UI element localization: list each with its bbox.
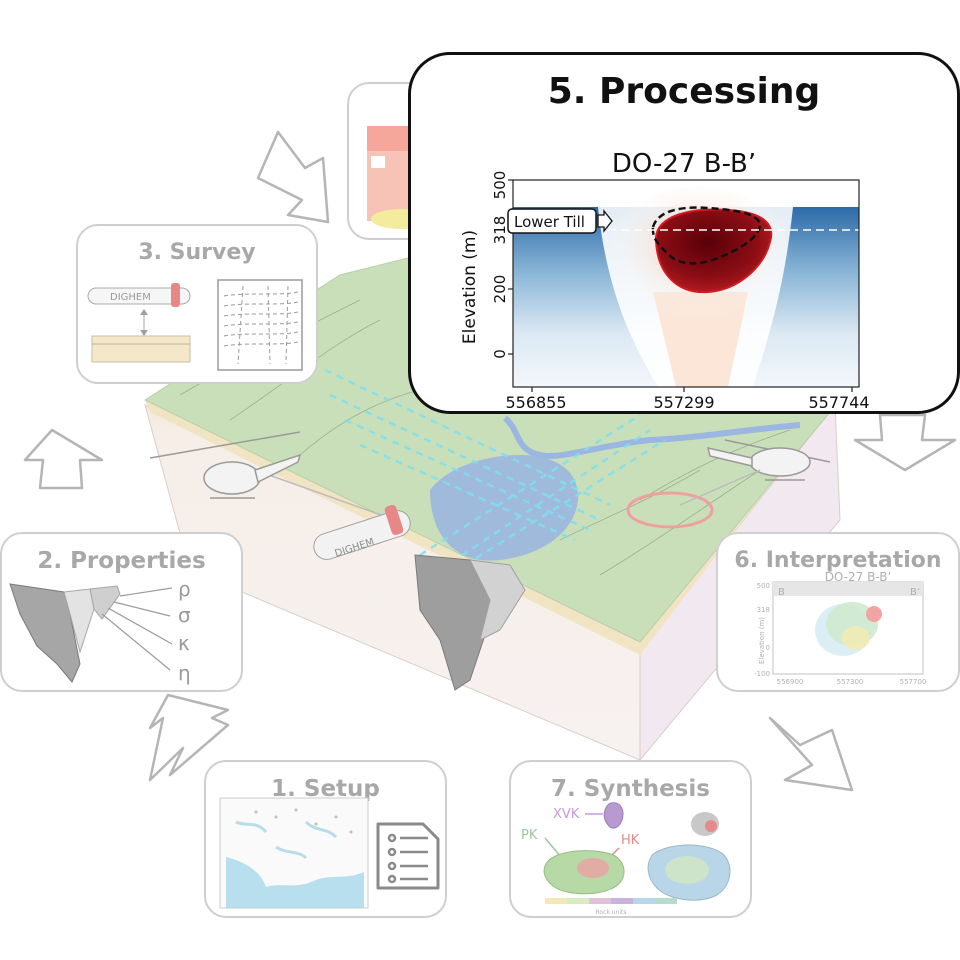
interp-ytick-minus100: -100 [754,670,770,678]
step-processing-card[interactable]: 5. Processing DO-27 [408,52,960,414]
processing-chart-title: DO-27 B-B’ [612,149,756,179]
interp-unit-yellow [842,626,870,650]
step-setup-card[interactable]: 1. Setup [204,760,447,918]
processing-plot-area [513,180,859,387]
interp-xtick-556900: 556900 [777,678,804,686]
interp-ylabel: Elevation (m) [758,617,766,664]
step-processing-title: 5. Processing [547,71,821,112]
properties-illustration: ρ σ κ η [9,577,191,685]
step-interpretation-title: 6. Interpretation [734,548,942,573]
xtick-556855: 556855 [505,393,566,412]
hk-body [577,858,609,878]
lower-till-callout: Lower Till [507,208,613,234]
synthesis-legend-caption: Rock units [595,909,626,916]
arrow-interpretation-to-synthesis [768,716,854,792]
interpretation-chart: DO-27 B-B’ B B’ Elevation (m) 500 318 0 … [754,570,927,686]
interp-chart-title: DO-27 B-B’ [825,570,892,584]
step-synthesis-title: 7. Synthesis [551,776,710,802]
helicopter-left [149,431,302,499]
synthesis-label-hk: HK [621,833,640,848]
tow-cable-left [254,469,396,521]
step-survey-title: 3. Survey [138,240,256,265]
ytick-500: 500 [491,171,509,200]
step-interpretation-card[interactable]: 6. Interpretation DO-27 B-B’ B B’ Elevat… [716,532,960,692]
processing-chart: DO-27 B-B’ Elevation (m) 500 318 200 0 5… [460,149,870,412]
xtick-557744: 557744 [808,393,869,412]
interp-label-b-prime: B’ [910,587,920,598]
xtick-557299: 557299 [653,393,714,412]
helicopter-right [706,439,831,481]
setup-map-lakes [226,857,364,908]
step-synthesis-card[interactable]: 7. Synthesis XVK PK HK Rock units [509,760,752,918]
interp-xtick-557700: 557700 [900,678,927,686]
cycle-arrows [23,130,957,792]
interp-label-b: B [778,587,785,598]
flight-lines [324,368,666,572]
interp-xtick-557300: 557300 [837,678,864,686]
kimberlite-pipe-light [469,559,526,641]
setup-illustration [219,797,440,909]
ytick-318: 318 [491,216,509,245]
interp-ytick-318: 318 [757,606,770,614]
arrow-properties-to-survey [23,428,104,490]
symbol-eta: η [178,661,191,685]
target-anomaly-ring [626,491,714,529]
interp-ytick-500: 500 [757,582,770,590]
xvk-body [603,802,624,829]
synthesis-label-xvk: XVK [553,807,580,822]
synthesis-illustration: XVK PK HK Rock units [521,802,731,916]
step-properties-card[interactable]: 2. Properties ρ σ κ η [0,532,243,692]
lower-till-label: Lower Till [514,213,585,231]
survey-bird-label: DIGHEM [110,292,151,303]
ytick-0: 0 [491,349,509,359]
interpreted-pipe-boundary [651,206,762,265]
step-properties-title: 2. Properties [37,548,206,574]
ytick-200: 200 [491,275,509,304]
rock-units-legend [545,898,677,904]
interp-unit-red [866,606,882,622]
synthesis-label-pk: PK [521,828,538,843]
arrow-survey-to-step4 [256,130,330,224]
arrow-processing-to-interpretation [853,413,957,472]
step-survey-card[interactable]: 3. Survey DIGHEM [76,224,318,384]
tow-cable-right [679,469,761,506]
processing-ylabel: Elevation (m) [460,230,480,344]
symbol-sigma: σ [178,603,191,627]
interp-ytick-0: 0 [766,644,770,652]
symbol-kappa: κ [178,631,190,655]
arrow-setup-to-properties [148,693,230,782]
symbol-rho: ρ [178,577,191,601]
survey-illustration: DIGHEM [87,279,303,371]
river [502,415,801,459]
